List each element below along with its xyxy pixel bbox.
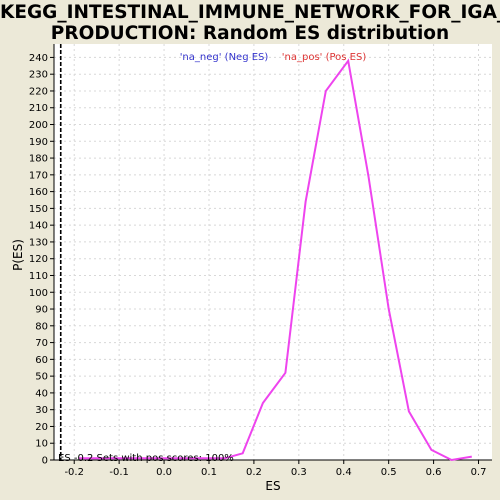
y-tick-label: 90	[35, 305, 48, 316]
y-tick-label: 180	[29, 154, 48, 165]
legend-pos: 'na_pos' (Pos ES)	[282, 52, 367, 63]
y-tick-label: 100	[29, 288, 48, 299]
y-tick-label: 120	[29, 254, 48, 265]
x-tick-label: 0.4	[336, 467, 352, 478]
y-tick-label: 170	[29, 170, 48, 181]
y-tick-label: 150	[29, 204, 48, 215]
axes	[53, 44, 492, 461]
x-tick-label: 0.3	[291, 467, 307, 478]
chart-title-line2: PRODUCTION: Random ES distribution	[50, 23, 450, 44]
y-tick-label: 20	[35, 422, 48, 433]
x-axis-title: ES	[265, 479, 280, 493]
y-tick-label: 30	[35, 405, 48, 416]
y-tick-label: 210	[29, 103, 48, 114]
y-tick-label: 240	[29, 53, 48, 64]
x-tick-label: 0.0	[156, 467, 172, 478]
y-axis-title: P(ES)	[11, 239, 25, 271]
y-tick-label: 220	[29, 86, 48, 97]
y-tick-label: 140	[29, 221, 48, 232]
y-tick-label: 0	[42, 456, 48, 467]
x-tick-label: 0.7	[471, 467, 487, 478]
y-tick-label: 230	[29, 70, 48, 81]
chart-title-line1: KEGG_INTESTINAL_IMMUNE_NETWORK_FOR_IGA_	[0, 2, 500, 23]
x-tick-label: 0.6	[426, 467, 442, 478]
x-tick-label: 0.1	[201, 467, 217, 478]
grid	[54, 44, 492, 460]
y-tick-label: 60	[35, 355, 48, 366]
x-tick-label: 0.5	[381, 467, 397, 478]
y-tick-label: 50	[35, 372, 48, 383]
y-tick-label: 130	[29, 237, 48, 248]
x-tick-label: -0.2	[64, 467, 84, 478]
es-annotation: ES -0.2 Sets with pos scores: 100%	[58, 453, 234, 464]
y-ticks: 0 10 20 30 40 50 60 70 80 90 100 110 120 130 140 150 160…	[29, 53, 54, 467]
y-tick-label: 70	[35, 338, 48, 349]
chart-title: KEGG_INTESTINAL_IMMUNE_NETWORK_FOR_IGA_ …	[0, 0, 500, 44]
y-tick-label: 200	[29, 120, 48, 131]
y-tick-label: 10	[35, 439, 48, 450]
y-tick-label: 40	[35, 388, 48, 399]
x-ticks: -0.2 -0.1 0.0 0.1 0.2 0.3 0.4 0.5 0.6 0.7	[64, 460, 486, 478]
y-tick-label: 190	[29, 137, 48, 148]
y-tick-label: 80	[35, 321, 48, 332]
series-line	[78, 58, 472, 462]
x-tick-label: 0.2	[246, 467, 262, 478]
legend-neg: 'na_neg' (Neg ES)	[180, 52, 269, 63]
x-tick-label: -0.1	[109, 467, 129, 478]
y-tick-label: 160	[29, 187, 48, 198]
y-tick-label: 110	[29, 271, 48, 282]
plot-area	[54, 44, 492, 460]
